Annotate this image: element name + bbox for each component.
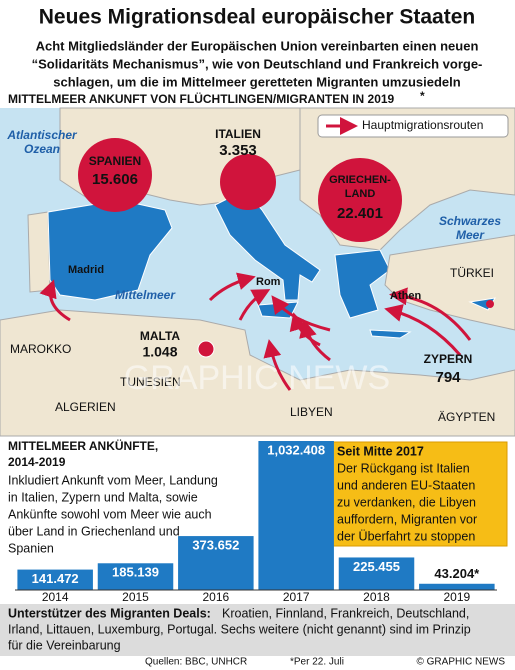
- subtitle-line: schlagen, um die im Mittelmeer gerettete…: [53, 74, 460, 89]
- annotation-line: auffordern, Migranten vor: [337, 512, 477, 526]
- x-tick-label: 2016: [202, 590, 229, 604]
- country-value: 15.606: [92, 171, 138, 188]
- bar: [178, 536, 254, 590]
- supporters-line: Irland, Littauen, Luxemburg, Portugal. S…: [8, 622, 471, 636]
- watermark: GRAPHIC NEWS: [124, 359, 390, 397]
- value-label: 185.139: [112, 565, 159, 580]
- country-name: ZYPERN: [424, 352, 473, 366]
- place: LIBYEN: [290, 405, 333, 419]
- title: Neues Migrationsdeal europäischer Staate…: [39, 6, 475, 29]
- bubble: [78, 138, 152, 212]
- supporters-label: Unterstützer des Migranten Deals:: [8, 606, 211, 620]
- legend-label: Hauptmigrationsrouten: [362, 118, 483, 132]
- subtitle-line: “Solidaritäts Mechanismus”, wie von Deut…: [32, 56, 483, 71]
- map: Hauptmigrationsrouten SPANIEN 15.606 ITA…: [0, 107, 515, 437]
- city: Athen: [390, 290, 421, 302]
- description: in Italien, Zypern und Malta, sowie: [8, 490, 198, 504]
- route: [389, 287, 472, 341]
- bubble: [220, 154, 276, 210]
- route: [384, 304, 462, 356]
- bar: [97, 563, 174, 590]
- x-tick-label: 2019: [443, 590, 470, 604]
- annotation-title: Seit Mitte 2017: [337, 444, 424, 458]
- city: Madrid: [68, 264, 104, 276]
- place: ÄGYPTEN: [438, 410, 495, 424]
- annotation-line: und anderen EU-Staaten: [337, 478, 475, 492]
- italy: [214, 189, 321, 301]
- subtitle-line: Acht Mitgliedsländer der Europäischen Un…: [36, 38, 479, 53]
- country-name: GRIECHEN-: [329, 174, 391, 186]
- sources: Quellen: BBC, UNHCR: [145, 657, 247, 668]
- place: MAROKKO: [10, 342, 71, 356]
- footer-band: [0, 604, 515, 656]
- legend: [317, 114, 509, 138]
- annotation-line: der Überfahrt zu stoppen: [337, 529, 475, 543]
- route: [299, 319, 331, 362]
- annotation-line: zu verdanken, die Libyen: [337, 495, 476, 509]
- description: über Land in Griechenland und: [8, 524, 180, 538]
- land: [27, 211, 51, 293]
- bar: [258, 441, 334, 590]
- country-value: 3.353: [219, 142, 257, 159]
- country-name: SPANIEN: [89, 154, 141, 168]
- greece: [334, 249, 391, 319]
- country-name: MALTA: [140, 329, 181, 343]
- note: *Per 22. Juli: [290, 657, 344, 668]
- country-value: 794: [435, 369, 461, 386]
- city: Rom: [256, 276, 281, 288]
- sea-label: Ozean: [24, 142, 60, 156]
- sea-label: Atlantischer: [6, 128, 78, 142]
- x-tick-label: 2014: [42, 590, 69, 604]
- value-label: 141.472: [32, 571, 79, 586]
- value-label: 43.204*: [434, 566, 480, 581]
- sea-label: Meer: [456, 228, 485, 242]
- africa: [0, 309, 515, 437]
- chart-subtitle: 2014-2019: [8, 455, 66, 469]
- bubble: [486, 300, 494, 308]
- route: [263, 339, 292, 391]
- place: TUNESIEN: [120, 375, 181, 389]
- value-label: 225.455: [353, 559, 400, 574]
- bar: [17, 569, 93, 590]
- heading-note: *: [420, 89, 425, 103]
- crete: [369, 329, 412, 339]
- bar: [419, 583, 495, 590]
- country-value: 22.401: [337, 205, 383, 222]
- x-tick-label: 2015: [122, 590, 149, 604]
- map-heading: MITTELMEER ANKUNFT VON FLÜCHTLINGEN/MIGR…: [8, 91, 395, 106]
- country-name: ITALIEN: [215, 127, 261, 141]
- place: ALGERIEN: [55, 400, 116, 414]
- sea-label: Mittelmeer: [115, 288, 176, 302]
- annotation-box: [330, 441, 508, 547]
- x-tick-label: 2018: [363, 590, 390, 604]
- country-value: 1.048: [142, 344, 177, 360]
- description: Ankünfte sowohl vom Meer wie auch: [8, 507, 212, 521]
- bubble: [318, 158, 402, 242]
- credit: © GRAPHIC NEWS: [417, 657, 506, 668]
- supporters-line: Kroatien, Finnland, Frankreich, Deutschl…: [222, 606, 469, 620]
- description: Spanien: [8, 541, 54, 555]
- bubble: [197, 340, 215, 358]
- supporters-line: für die Vereinbarung: [8, 638, 121, 652]
- route: [238, 289, 271, 321]
- chart-title: MITTELMEER ANKÜNFTE,: [8, 438, 158, 453]
- place: TÜRKEI: [450, 266, 494, 280]
- bar: [338, 557, 415, 590]
- value-label: 373.652: [192, 538, 239, 553]
- country-name: LAND: [345, 188, 376, 200]
- route: [39, 279, 71, 322]
- route: [208, 272, 256, 302]
- sea-label: Schwarzes: [439, 214, 501, 228]
- value-label: 1,032.408: [267, 442, 325, 457]
- annotation-line: Der Rückgang ist Italien: [337, 461, 470, 475]
- x-tick-label: 2017: [283, 590, 310, 604]
- description: Inkludiert Ankunft vom Meer, Landung: [8, 473, 218, 487]
